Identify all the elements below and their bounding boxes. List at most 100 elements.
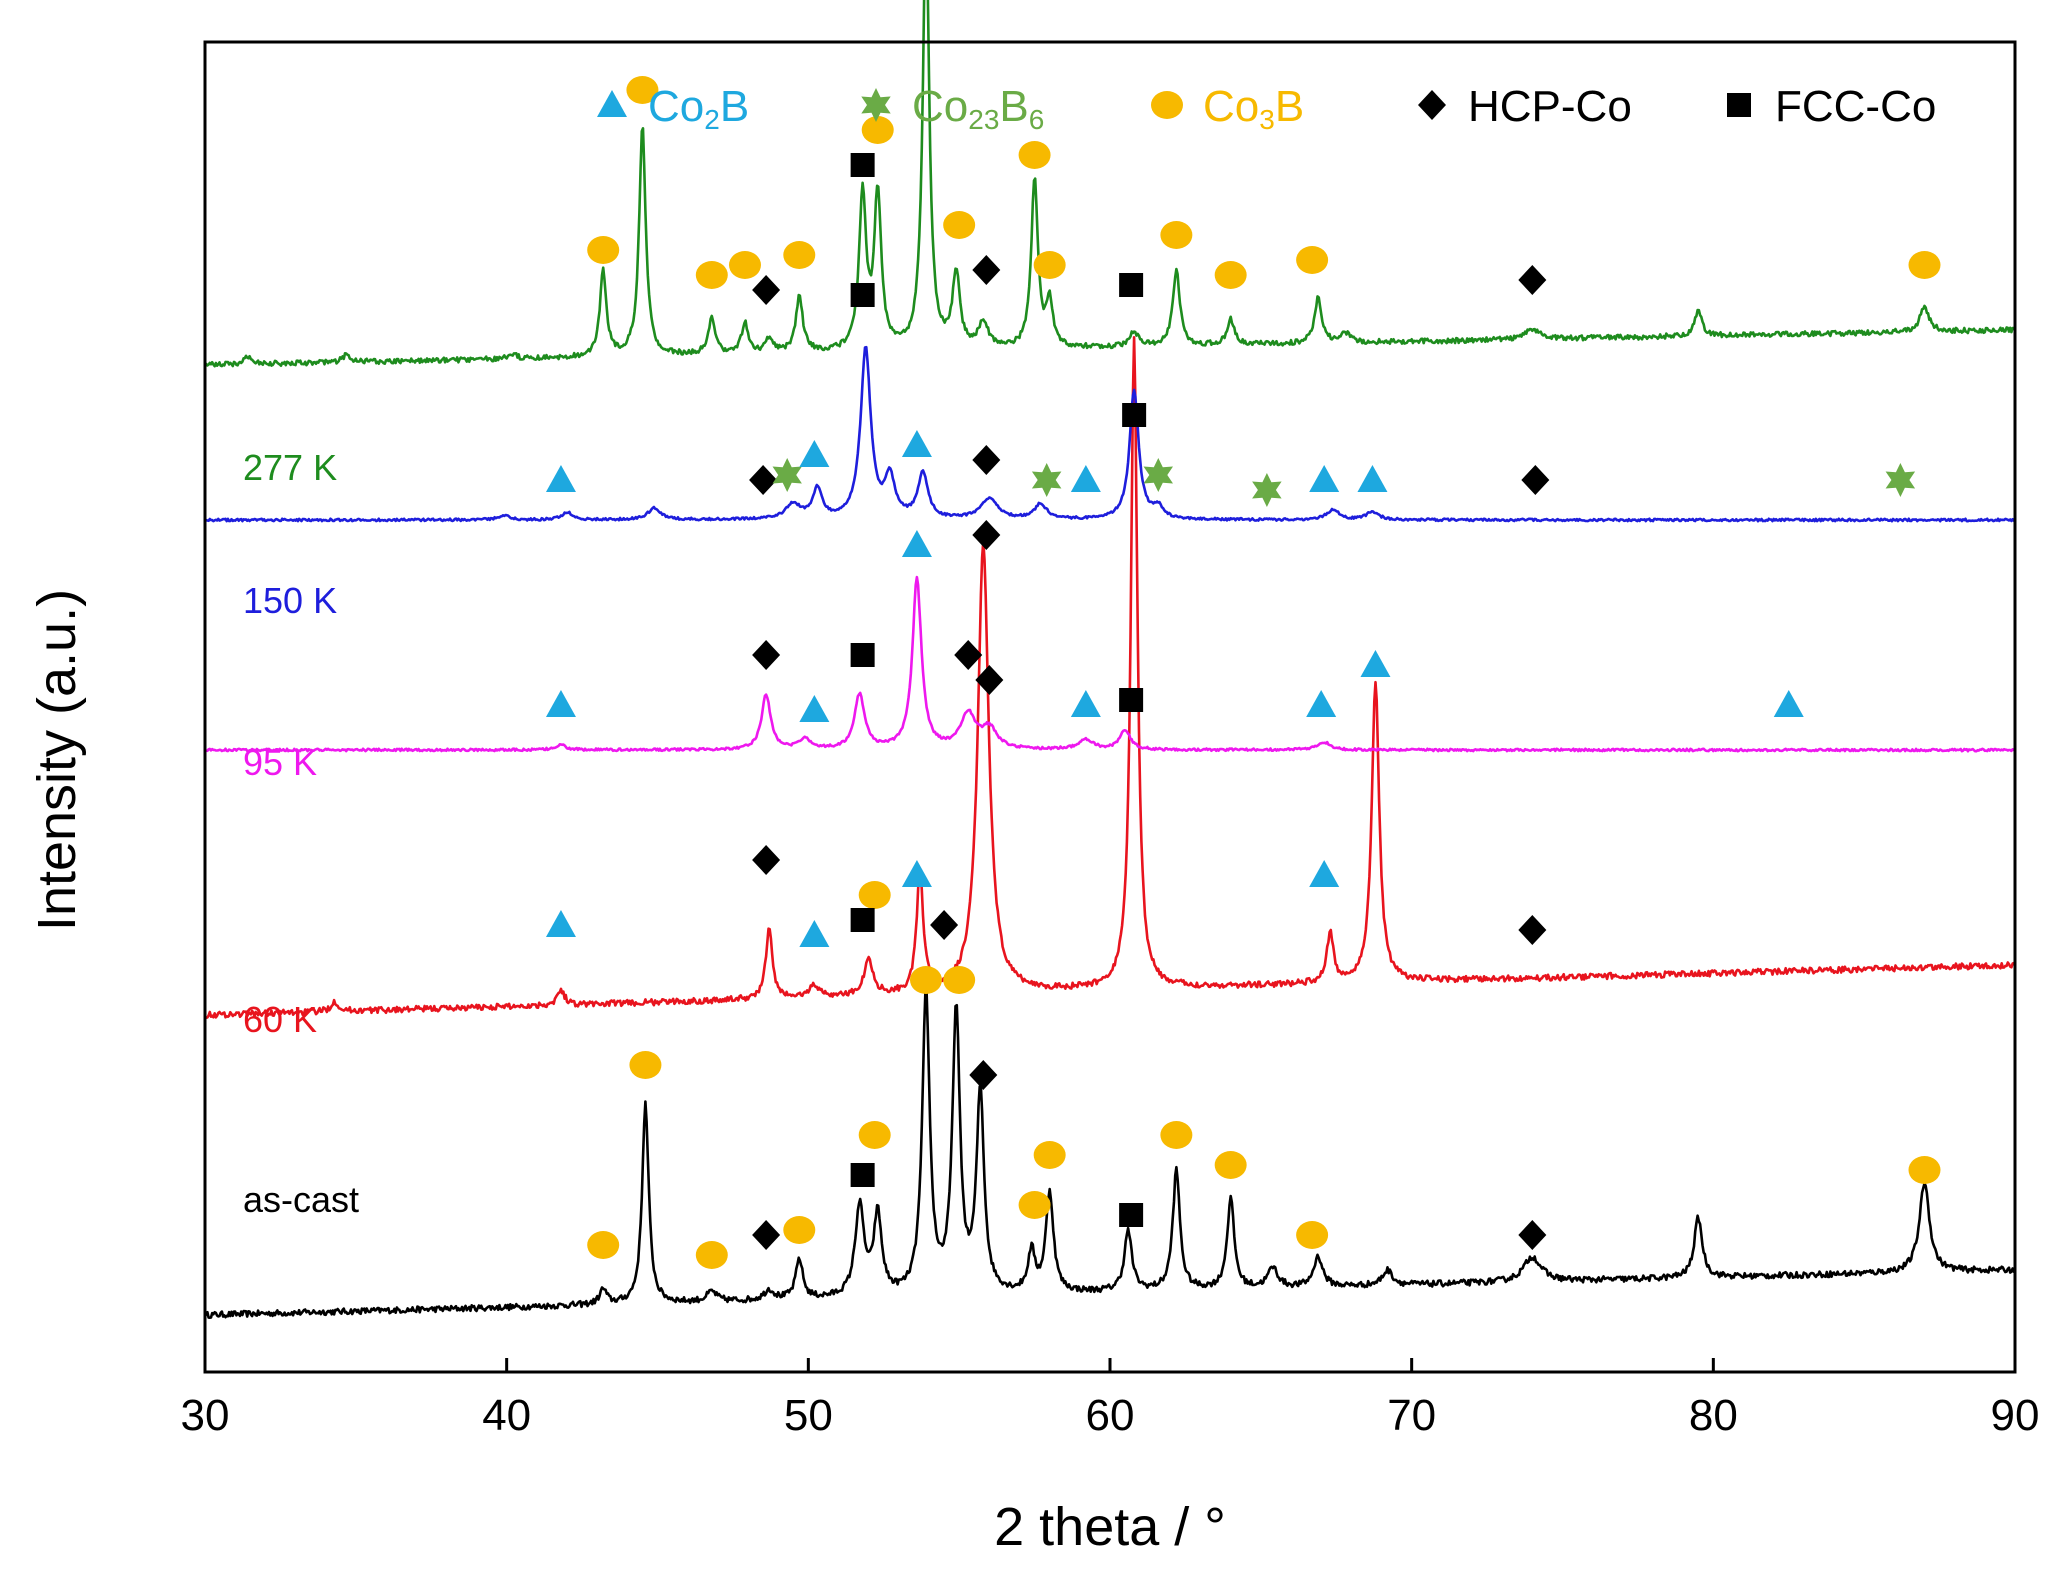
peak-marker-co3b: [858, 1121, 891, 1149]
peak-marker-hcp: [972, 445, 1001, 475]
series-line-as-cast: [203, 989, 2017, 1319]
legend-label-co3b: Co3B: [1203, 82, 1304, 135]
x-tick-label: 80: [1689, 1391, 1738, 1440]
peak-marker-hcp: [1521, 465, 1550, 495]
y-axis-title: Intensity (a.u.): [27, 589, 87, 931]
peak-marker-hcp: [752, 845, 781, 875]
peak-marker-co3b: [909, 966, 942, 994]
peak-marker-co2b: [1357, 465, 1388, 492]
peak-marker-fcc: [1119, 688, 1144, 712]
peak-marker-co23b6: [1885, 463, 1916, 497]
peak-marker-co3b: [783, 1216, 816, 1244]
series-label-as-cast: as-cast: [243, 1179, 359, 1220]
peak-marker-hcp: [752, 640, 781, 670]
legend-text-part: Co: [1203, 82, 1259, 131]
peak-marker-co3b: [587, 236, 620, 264]
x-tick-label: 40: [482, 1391, 531, 1440]
peak-marker-co2b: [901, 430, 932, 457]
peak-marker-fcc: [1122, 403, 1147, 427]
series-labels: as-cast 60 K 95 K 150 K 277 K: [243, 447, 359, 1220]
peak-marker-co3b: [1908, 1156, 1941, 1184]
peak-marker-hcp: [930, 910, 959, 940]
x-tick-label: 30: [181, 1391, 230, 1440]
peak-marker-fcc: [1119, 273, 1144, 297]
peak-marker-hcp: [749, 465, 778, 495]
x-tick-label: 50: [784, 1391, 833, 1440]
plot-frame: [203, 40, 2017, 1374]
peak-marker-co3b: [1018, 1191, 1051, 1219]
legend-text-part: Co: [912, 82, 968, 131]
series-line-150-k: [204, 345, 2016, 523]
peak-marker-co2b: [1309, 465, 1340, 492]
peak-marker-co3b: [1908, 251, 1941, 279]
peak-marker-co23b6: [1143, 458, 1173, 492]
legend-marker-hcp: [1418, 90, 1446, 120]
peak-marker-co3b: [1296, 1221, 1329, 1249]
marker-layer: [545, 76, 1941, 1269]
legend-marker-co2b: [597, 90, 627, 117]
series-line-95-k: [204, 575, 2016, 753]
legend-text-part: B: [720, 82, 749, 131]
legend-label-fcc: FCC-Co: [1775, 82, 1936, 131]
peak-marker-fcc: [850, 908, 875, 932]
peak-marker-co3b: [695, 261, 728, 289]
legend-text-part: 3: [1259, 104, 1275, 135]
peak-marker-co2b: [545, 690, 576, 717]
legend-label-co2b: Co2B: [648, 82, 749, 135]
peak-marker-co3b: [1214, 1151, 1247, 1179]
legend-text-part: B: [999, 82, 1028, 131]
peak-marker-fcc: [850, 1163, 875, 1187]
peak-marker-co2b: [545, 910, 576, 937]
legend-label-co23b6: Co23B6: [912, 82, 1044, 135]
peak-marker-co2b: [1773, 690, 1804, 717]
legend-text-part: HCP-Co: [1468, 82, 1632, 131]
peak-marker-co3b: [626, 76, 659, 104]
series-layer: [203, 0, 2017, 1319]
series-line-60-k: [204, 336, 2017, 1019]
peak-marker-co3b: [943, 211, 976, 239]
peak-marker-co2b: [545, 465, 576, 492]
legend: Co2B Co23B6 Co3B HCP-Co FCC-Co: [597, 82, 1936, 135]
peak-marker-hcp: [972, 520, 1001, 550]
legend-text-part: B: [1275, 82, 1304, 131]
series-label-150-k: 150 K: [243, 580, 337, 621]
peak-marker-fcc: [850, 283, 875, 307]
peak-marker-hcp: [1518, 915, 1547, 945]
peak-marker-co23b6: [1031, 463, 1062, 497]
peak-marker-fcc: [1119, 1203, 1144, 1227]
peak-marker-co2b: [1070, 690, 1101, 717]
legend-label-hcp: HCP-Co: [1468, 82, 1632, 131]
peak-marker-hcp: [1518, 265, 1547, 295]
series-line-277-k: [203, 0, 2017, 368]
peak-marker-hcp: [969, 1060, 998, 1090]
peak-marker-co2b: [799, 440, 830, 467]
peak-marker-co3b: [1033, 251, 1066, 279]
legend-text-part: Co: [648, 82, 704, 131]
peak-marker-hcp: [752, 1220, 781, 1250]
peak-marker-co3b: [695, 1241, 728, 1269]
series-label-60-k: 60 K: [243, 999, 317, 1040]
peak-marker-co2b: [1309, 860, 1340, 887]
peak-marker-co2b: [1306, 690, 1337, 717]
peak-marker-co2b: [1070, 465, 1101, 492]
x-tick-label: 70: [1387, 1391, 1436, 1440]
peak-marker-hcp: [975, 665, 1004, 695]
legend-text-part: 6: [1029, 104, 1045, 135]
peak-marker-co3b: [1033, 1141, 1066, 1169]
legend-text-part: FCC-Co: [1775, 82, 1936, 131]
peak-marker-co23b6: [1252, 473, 1282, 507]
peak-marker-hcp: [972, 255, 1001, 285]
x-axis-title: 2 theta / °: [994, 1497, 1226, 1557]
peak-marker-co23b6: [772, 458, 802, 492]
peak-marker-co3b: [858, 881, 891, 909]
peak-marker-co2b: [901, 860, 932, 887]
x-axis: 30 40 50 60 70 80 90: [181, 1358, 2040, 1440]
legend-text-part: 23: [968, 104, 999, 135]
legend-marker-co3b: [1151, 91, 1183, 119]
peak-marker-co3b: [1296, 246, 1329, 274]
peak-marker-fcc: [850, 643, 875, 667]
peak-marker-co3b: [1160, 221, 1193, 249]
x-tick-label: 90: [1991, 1391, 2040, 1440]
peak-marker-co3b: [1160, 1121, 1193, 1149]
peak-marker-hcp: [1518, 1220, 1547, 1250]
